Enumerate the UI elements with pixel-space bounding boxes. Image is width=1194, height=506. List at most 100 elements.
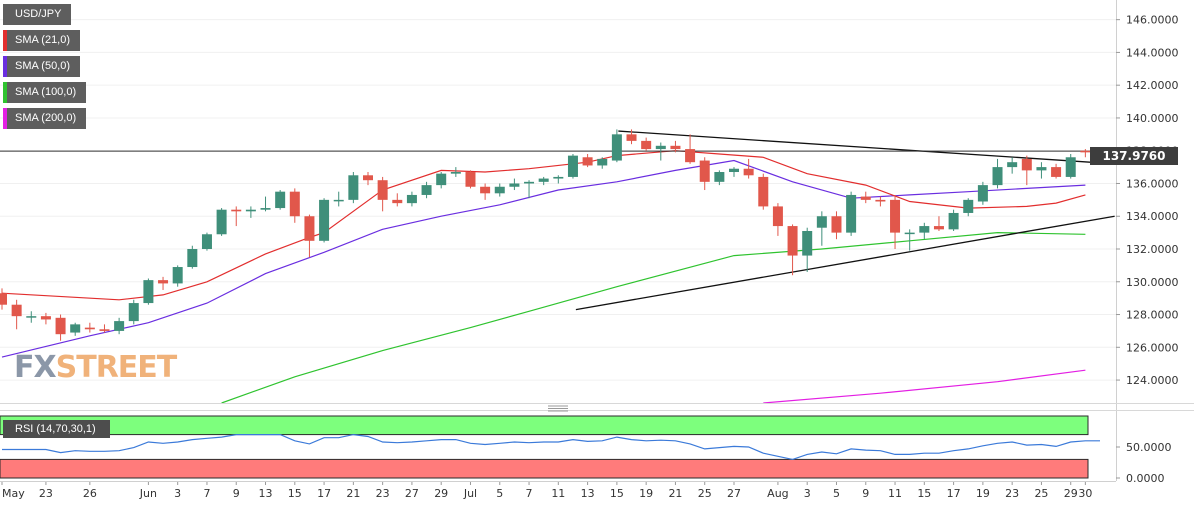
candle-body-34 (494, 186, 505, 194)
candle-body-14 (201, 234, 212, 250)
legend-item-3[interactable]: SMA (100,0) (3, 82, 87, 103)
x-tick-label-22: 25 (698, 487, 712, 500)
x-tick-label-27: 9 (862, 487, 869, 500)
x-tick-label-25: 3 (804, 487, 811, 500)
legend-label: SMA (200,0) (15, 112, 77, 124)
x-tick-label-29: 15 (917, 487, 931, 500)
trendline-upper-resistance (618, 130, 1115, 165)
candle-body-36 (524, 181, 535, 184)
candle-body-30 (436, 173, 447, 186)
x-tick-label-17: 11 (551, 487, 565, 500)
candle-body-56 (816, 216, 827, 228)
legend-item-1[interactable]: SMA (21,0) (3, 30, 81, 51)
x-tick-label-34: 29 (1064, 487, 1078, 500)
candle-body-16 (231, 209, 242, 212)
candle-body-15 (216, 209, 227, 235)
sma50-line (1, 159, 1086, 358)
candle-body-9 (128, 303, 139, 322)
candle-body-51 (743, 168, 754, 176)
x-tick-label-21: 21 (668, 487, 682, 500)
legend-label: SMA (21,0) (15, 34, 71, 46)
rsi-tick-label-0: 50.0000 (1126, 441, 1172, 454)
legend-swatch (3, 56, 7, 77)
candle-body-37 (538, 178, 549, 182)
candle-body-48 (699, 160, 710, 182)
x-tick-label-3: Jun (139, 487, 157, 500)
x-tick-label-9: 17 (317, 487, 331, 500)
candle-body-35 (509, 183, 520, 187)
candle-body-7 (99, 329, 110, 331)
candle-body-17 (245, 209, 256, 212)
x-tick-label-15: 5 (496, 487, 503, 500)
legend-swatch (3, 108, 7, 129)
candle-body-12 (172, 267, 183, 284)
candle-body-32 (465, 172, 476, 187)
candle-body-67 (977, 185, 988, 202)
candle-body-52 (758, 176, 769, 207)
x-tick-label-10: 21 (346, 487, 360, 500)
x-tick-label-7: 13 (259, 487, 273, 500)
candle-body-66 (963, 199, 974, 213)
legend-item-2[interactable]: SMA (50,0) (3, 56, 81, 77)
y-tick-label-1: 144.0000 (1126, 46, 1179, 59)
current-price-badge: 137.9760 (1090, 147, 1178, 165)
x-tick-label-28: 11 (888, 487, 902, 500)
candle-body-25 (363, 175, 373, 181)
candle-body-38 (553, 176, 564, 179)
y-tick-label-10: 126.0000 (1126, 341, 1179, 354)
x-tick-label-14: Jul (463, 487, 477, 500)
candle-body-61 (890, 199, 901, 233)
y-tick-label-7: 132.0000 (1126, 243, 1179, 256)
candle-body-65 (948, 212, 959, 230)
candle-body-23 (333, 199, 344, 202)
candle-body-13 (187, 249, 198, 268)
candle-body-1 (11, 304, 22, 317)
x-tick-label-13: 29 (434, 487, 448, 500)
y-tick-label-0: 146.0000 (1126, 14, 1179, 27)
y-tick-label-8: 130.0000 (1126, 276, 1179, 289)
candle-body-54 (787, 226, 798, 256)
candle-body-19 (275, 191, 286, 209)
x-tick-label-0: May (2, 487, 25, 500)
candle-body-71 (1036, 167, 1047, 171)
candle-body-31 (450, 172, 461, 174)
x-tick-label-30: 17 (947, 487, 961, 500)
candle-body-47 (685, 149, 696, 163)
rsi-legend-label: RSI (14,70,30,1) (3, 420, 110, 438)
candle-body-8 (114, 321, 125, 331)
candle-body-55 (802, 230, 813, 256)
candle-body-28 (406, 194, 417, 204)
candle-body-27 (392, 199, 403, 204)
candle-body-42 (611, 134, 622, 161)
legend-swatch (3, 30, 7, 51)
candle-body-20 (289, 191, 300, 217)
x-tick-label-35: 30 (1078, 487, 1092, 500)
rsi-overbought-zone (0, 415, 1089, 436)
x-tick-label-20: 19 (639, 487, 653, 500)
candle-body-68 (992, 167, 1003, 186)
candle-body-59 (860, 196, 871, 200)
sma100-line (221, 231, 1086, 403)
candle-body-0 (0, 293, 7, 305)
x-tick-label-24: Aug (767, 487, 788, 500)
x-tick-label-18: 13 (581, 487, 595, 500)
watermark-street: STREET (55, 350, 178, 385)
rsi-line (2, 433, 1100, 461)
legend-swatch (3, 4, 7, 25)
candle-body-21 (304, 216, 315, 241)
candle-body-69 (1007, 162, 1018, 168)
legend-item-4[interactable]: SMA (200,0) (3, 108, 87, 129)
candle-body-5 (70, 324, 81, 333)
x-tick-label-32: 23 (1005, 487, 1019, 500)
x-tick-label-2: 26 (83, 487, 97, 500)
candle-body-50 (729, 168, 739, 173)
legend-item-0[interactable]: USD/JPY (3, 4, 72, 25)
candle-body-18 (260, 208, 271, 210)
y-tick-label-6: 134.0000 (1126, 210, 1179, 223)
candle-body-3 (40, 316, 51, 320)
main-series-group (0, 129, 1116, 403)
candle-body-46 (670, 145, 681, 150)
x-tick-label-5: 7 (203, 487, 210, 500)
legend-swatch (3, 82, 7, 103)
